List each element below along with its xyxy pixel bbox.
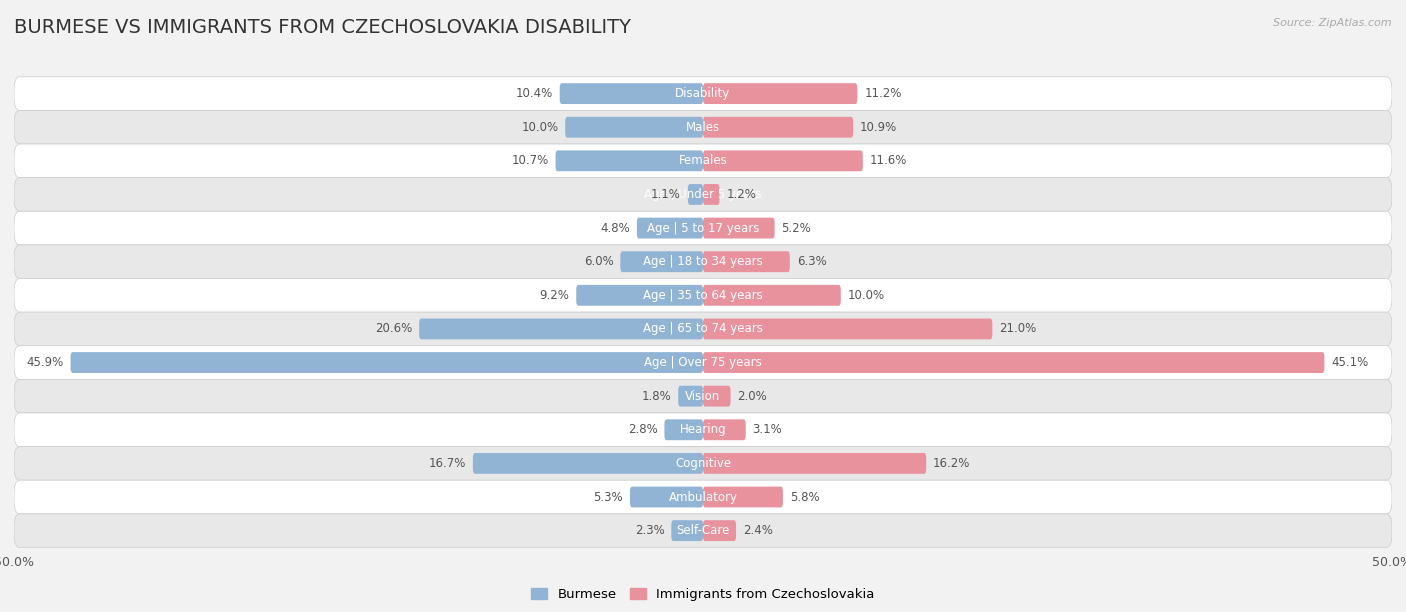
Text: 10.9%: 10.9% [860,121,897,134]
FancyBboxPatch shape [703,520,737,541]
FancyBboxPatch shape [14,177,1392,211]
Text: 11.6%: 11.6% [870,154,907,167]
Text: Age | 65 to 74 years: Age | 65 to 74 years [643,323,763,335]
Text: 4.8%: 4.8% [600,222,630,234]
FancyBboxPatch shape [703,386,731,406]
Text: 3.1%: 3.1% [752,424,782,436]
Text: Source: ZipAtlas.com: Source: ZipAtlas.com [1274,18,1392,28]
FancyBboxPatch shape [637,218,703,239]
Text: Hearing: Hearing [679,424,727,436]
Text: 10.0%: 10.0% [522,121,558,134]
Text: 2.8%: 2.8% [628,424,658,436]
Text: Females: Females [679,154,727,167]
FancyBboxPatch shape [419,318,703,339]
FancyBboxPatch shape [560,83,703,104]
FancyBboxPatch shape [14,312,1392,346]
FancyBboxPatch shape [703,453,927,474]
Text: 2.4%: 2.4% [742,524,773,537]
FancyBboxPatch shape [703,419,745,440]
Text: 45.9%: 45.9% [27,356,63,369]
FancyBboxPatch shape [703,285,841,306]
Text: Disability: Disability [675,87,731,100]
Text: Age | 5 to 17 years: Age | 5 to 17 years [647,222,759,234]
Text: 1.2%: 1.2% [727,188,756,201]
FancyBboxPatch shape [14,447,1392,480]
Text: Age | 35 to 64 years: Age | 35 to 64 years [643,289,763,302]
Text: 11.2%: 11.2% [865,87,901,100]
Text: 2.3%: 2.3% [634,524,665,537]
Text: 10.4%: 10.4% [516,87,553,100]
Text: 6.0%: 6.0% [583,255,613,268]
FancyBboxPatch shape [703,252,790,272]
FancyBboxPatch shape [703,218,775,239]
Text: 10.0%: 10.0% [848,289,884,302]
FancyBboxPatch shape [472,453,703,474]
Text: 21.0%: 21.0% [1000,323,1036,335]
FancyBboxPatch shape [14,76,1392,110]
Text: 16.7%: 16.7% [429,457,465,470]
FancyBboxPatch shape [703,184,720,205]
Text: Ambulatory: Ambulatory [668,490,738,504]
Text: 6.3%: 6.3% [797,255,827,268]
Text: Age | Over 75 years: Age | Over 75 years [644,356,762,369]
FancyBboxPatch shape [703,151,863,171]
FancyBboxPatch shape [14,379,1392,413]
Text: 5.8%: 5.8% [790,490,820,504]
Text: 10.7%: 10.7% [512,154,548,167]
FancyBboxPatch shape [14,144,1392,177]
Text: 45.1%: 45.1% [1331,356,1368,369]
Text: 5.3%: 5.3% [593,490,623,504]
FancyBboxPatch shape [14,110,1392,144]
Text: 2.0%: 2.0% [738,390,768,403]
FancyBboxPatch shape [703,318,993,339]
FancyBboxPatch shape [678,386,703,406]
Text: BURMESE VS IMMIGRANTS FROM CZECHOSLOVAKIA DISABILITY: BURMESE VS IMMIGRANTS FROM CZECHOSLOVAKI… [14,18,631,37]
FancyBboxPatch shape [14,245,1392,278]
FancyBboxPatch shape [630,487,703,507]
Text: 20.6%: 20.6% [375,323,412,335]
Text: Age | 18 to 34 years: Age | 18 to 34 years [643,255,763,268]
FancyBboxPatch shape [14,514,1392,548]
FancyBboxPatch shape [565,117,703,138]
FancyBboxPatch shape [14,346,1392,379]
FancyBboxPatch shape [576,285,703,306]
Text: Males: Males [686,121,720,134]
FancyBboxPatch shape [671,520,703,541]
FancyBboxPatch shape [703,487,783,507]
FancyBboxPatch shape [620,252,703,272]
Legend: Burmese, Immigrants from Czechoslovakia: Burmese, Immigrants from Czechoslovakia [526,582,880,606]
Text: Self-Care: Self-Care [676,524,730,537]
Text: 16.2%: 16.2% [934,457,970,470]
FancyBboxPatch shape [14,211,1392,245]
Text: Vision: Vision [685,390,721,403]
Text: Age | Under 5 years: Age | Under 5 years [644,188,762,201]
Text: 5.2%: 5.2% [782,222,811,234]
Text: Cognitive: Cognitive [675,457,731,470]
FancyBboxPatch shape [14,480,1392,514]
FancyBboxPatch shape [14,278,1392,312]
Text: 1.8%: 1.8% [641,390,671,403]
FancyBboxPatch shape [688,184,703,205]
FancyBboxPatch shape [665,419,703,440]
FancyBboxPatch shape [703,352,1324,373]
Text: 1.1%: 1.1% [651,188,681,201]
FancyBboxPatch shape [703,117,853,138]
Text: 9.2%: 9.2% [540,289,569,302]
FancyBboxPatch shape [703,83,858,104]
FancyBboxPatch shape [555,151,703,171]
FancyBboxPatch shape [14,413,1392,447]
FancyBboxPatch shape [70,352,703,373]
